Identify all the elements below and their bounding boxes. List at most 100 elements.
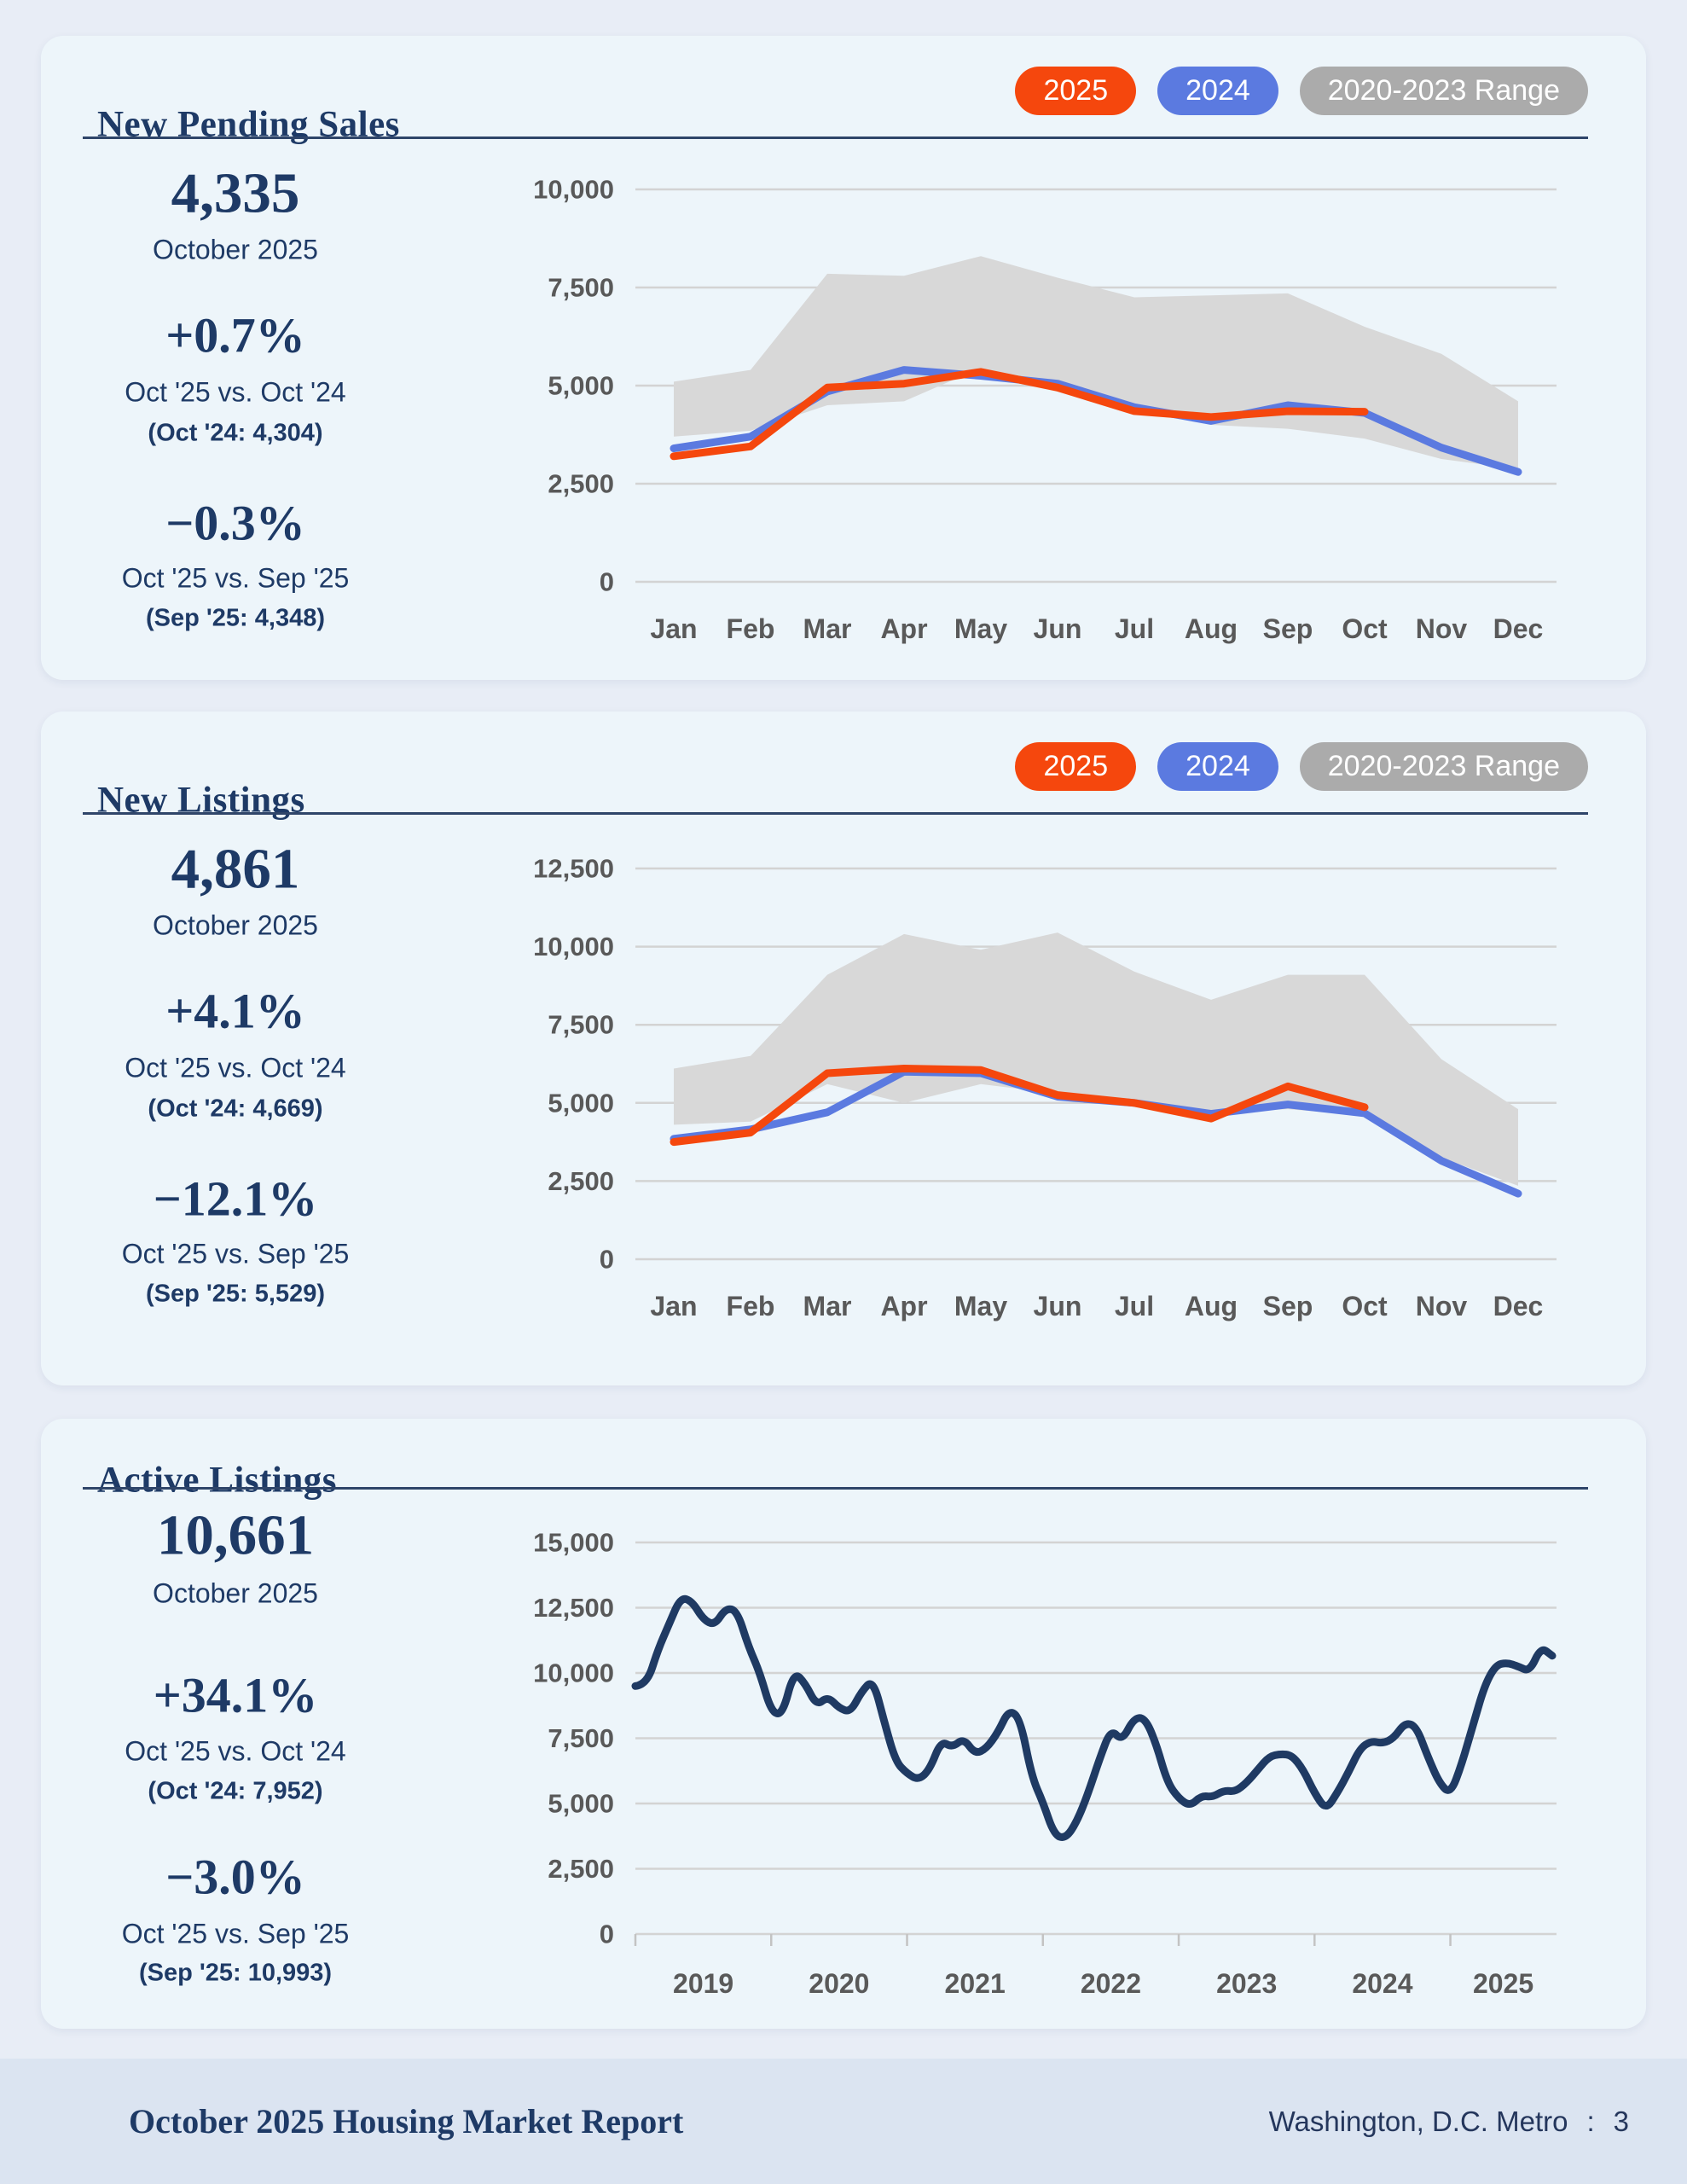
svg-text:May: May <box>954 1291 1007 1321</box>
svg-text:5,000: 5,000 <box>548 371 614 401</box>
footer-report-title: October 2025 Housing Market Report <box>129 2102 684 2140</box>
stat-mom-pct: −0.3% <box>165 495 305 551</box>
panel-active-listings: Active Listings 10,661 October 2025 +34.… <box>41 1419 1646 2029</box>
svg-text:7,500: 7,500 <box>548 1723 614 1753</box>
svg-text:Dec: Dec <box>1493 613 1544 644</box>
panel-new-pending-sales: New Pending Sales 2025 2024 2020-2023 Ra… <box>41 36 1646 680</box>
chart-legend: 2025 2024 2020-2023 Range <box>1015 742 1588 791</box>
svg-text:2019: 2019 <box>673 1968 733 1999</box>
report-footer: October 2025 Housing Market Report Washi… <box>0 2059 1687 2184</box>
svg-text:Feb: Feb <box>727 1291 775 1321</box>
footer-separator: : <box>1586 2105 1595 2137</box>
stat-current-value: 4,335 <box>171 161 300 225</box>
panel-new-listings: New Listings 2025 2024 2020-2023 Range 4… <box>41 712 1646 1385</box>
svg-text:Nov: Nov <box>1416 1291 1468 1321</box>
svg-text:2023: 2023 <box>1216 1968 1277 1999</box>
stat-mom-label: Oct '25 vs. Sep '25 <box>121 562 350 594</box>
chart-legend: 2025 2024 2020-2023 Range <box>1015 67 1588 115</box>
svg-text:12,500: 12,500 <box>533 854 614 884</box>
svg-text:0: 0 <box>600 567 614 597</box>
stat-current-value: 4,861 <box>171 837 300 901</box>
svg-text:2021: 2021 <box>945 1968 1006 1999</box>
svg-text:Oct: Oct <box>1342 613 1388 644</box>
stat-yoy-label: Oct '25 vs. Oct '24 <box>125 1052 346 1083</box>
svg-text:2024: 2024 <box>1352 1968 1412 1999</box>
stat-yoy-pct: +4.1% <box>165 983 305 1039</box>
svg-text:Aug: Aug <box>1185 1291 1238 1321</box>
stat-current-label: October 2025 <box>153 234 318 265</box>
svg-text:Apr: Apr <box>880 613 927 644</box>
legend-pill-range[interactable]: 2020-2023 Range <box>1299 742 1588 791</box>
svg-text:Nov: Nov <box>1416 613 1468 644</box>
svg-text:Jun: Jun <box>1034 613 1082 644</box>
panel-title: Active Listings <box>97 1460 338 1501</box>
svg-text:Dec: Dec <box>1493 1291 1544 1321</box>
svg-text:0: 0 <box>600 1245 614 1275</box>
header-divider <box>83 812 1588 815</box>
stat-mom-detail: (Sep '25: 10,993) <box>138 1959 333 1987</box>
svg-text:Aug: Aug <box>1185 613 1238 644</box>
stat-current-label: October 2025 <box>153 909 318 941</box>
stat-yoy-detail: (Oct '24: 7,952) <box>148 1777 323 1805</box>
svg-text:Mar: Mar <box>803 613 852 644</box>
svg-text:2,500: 2,500 <box>548 469 614 499</box>
svg-text:7,500: 7,500 <box>548 1010 614 1040</box>
svg-text:Jan: Jan <box>650 1291 697 1321</box>
svg-text:Feb: Feb <box>727 613 775 644</box>
svg-text:2022: 2022 <box>1081 1968 1141 1999</box>
svg-text:10,000: 10,000 <box>533 1658 614 1688</box>
stat-current-label: October 2025 <box>153 1577 318 1609</box>
legend-pill-2025[interactable]: 2025 <box>1015 67 1137 115</box>
svg-text:Jun: Jun <box>1034 1291 1082 1321</box>
line-chart-new-listings: 0 2,500 5,000 7,500 10,000 12,500 Jan Feb Mar Apr… <box>533 854 1557 1321</box>
stats-block: 4,335 October 2025 +0.7% Oct '25 vs. Oct… <box>56 36 415 680</box>
legend-pill-2024[interactable]: 2024 <box>1157 67 1278 115</box>
stat-mom-label: Oct '25 vs. Sep '25 <box>121 1238 350 1269</box>
stat-yoy-detail: (Oct '24: 4,304) <box>148 419 323 447</box>
stat-yoy-label: Oct '25 vs. Oct '24 <box>125 1735 346 1767</box>
svg-text:Jul: Jul <box>1115 1291 1154 1321</box>
footer-metro-label: Washington, D.C. Metro <box>1268 2105 1568 2137</box>
svg-text:2025: 2025 <box>1473 1968 1533 1999</box>
stat-mom-label: Oct '25 vs. Sep '25 <box>121 1918 350 1949</box>
line-chart-new-pending-sales: 0 2,500 5,000 7,500 10,000 Jan Feb Mar Apr May Jun… <box>533 175 1557 644</box>
svg-text:Mar: Mar <box>803 1291 852 1321</box>
stats-block: 4,861 October 2025 +4.1% Oct '25 vs. Oct… <box>56 712 415 1385</box>
footer-page-info: Washington, D.C. Metro : 3 <box>1269 2106 1629 2138</box>
stat-yoy-pct: +34.1% <box>153 1667 318 1723</box>
svg-text:12,500: 12,500 <box>533 1593 614 1623</box>
stat-yoy-detail: (Oct '24: 4,669) <box>148 1095 323 1123</box>
svg-text:10,000: 10,000 <box>533 932 614 961</box>
svg-text:5,000: 5,000 <box>548 1088 614 1118</box>
svg-text:7,500: 7,500 <box>548 273 614 303</box>
svg-text:0: 0 <box>600 1920 614 1949</box>
stat-mom-pct: −3.0% <box>165 1849 305 1905</box>
stat-mom-pct: −12.1% <box>153 1170 318 1227</box>
line-chart-active-listings: 0 2,500 5,000 7,500 10,000 12,500 15,000 2019 20… <box>533 1528 1557 1999</box>
stat-yoy-pct: +0.7% <box>165 307 305 363</box>
svg-text:Sep: Sep <box>1263 613 1313 644</box>
stat-current-value: 10,661 <box>156 1503 315 1567</box>
svg-text:Jul: Jul <box>1115 613 1154 644</box>
svg-text:10,000: 10,000 <box>533 175 614 205</box>
stat-mom-detail: (Sep '25: 5,529) <box>146 1280 325 1308</box>
svg-text:2020: 2020 <box>809 1968 869 1999</box>
svg-text:Oct: Oct <box>1342 1291 1388 1321</box>
legend-pill-2025[interactable]: 2025 <box>1015 742 1137 791</box>
svg-text:Apr: Apr <box>880 1291 927 1321</box>
svg-text:Jan: Jan <box>650 613 697 644</box>
stats-block: 10,661 October 2025 +34.1% Oct '25 vs. O… <box>56 1419 415 2029</box>
stat-mom-detail: (Sep '25: 4,348) <box>146 604 325 632</box>
svg-text:May: May <box>954 613 1007 644</box>
legend-pill-2024[interactable]: 2024 <box>1157 742 1278 791</box>
svg-text:15,000: 15,000 <box>533 1528 614 1558</box>
stat-yoy-label: Oct '25 vs. Oct '24 <box>125 376 346 408</box>
svg-text:2,500: 2,500 <box>548 1166 614 1196</box>
header-divider <box>83 136 1588 139</box>
svg-text:5,000: 5,000 <box>548 1789 614 1819</box>
legend-pill-range[interactable]: 2020-2023 Range <box>1299 67 1588 115</box>
svg-text:2,500: 2,500 <box>548 1854 614 1884</box>
svg-text:Sep: Sep <box>1263 1291 1313 1321</box>
report-page: New Pending Sales 2025 2024 2020-2023 Ra… <box>41 36 1646 2029</box>
header-divider <box>83 1487 1588 1490</box>
